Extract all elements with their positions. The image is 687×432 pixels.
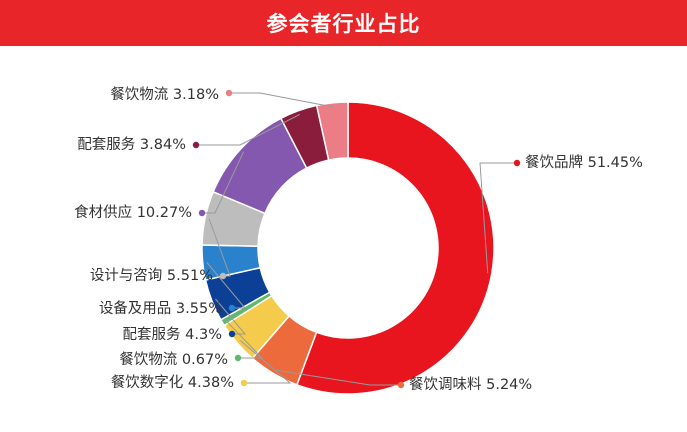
donut-chart <box>192 89 521 395</box>
slice-percent: 3.55% <box>175 301 222 317</box>
leader-line <box>225 320 264 359</box>
leader-line <box>275 369 401 386</box>
slice-name: 餐饮数字化 <box>110 375 184 391</box>
slice-label: 餐饮数字化 4.38% <box>111 374 234 392</box>
leader-line <box>215 298 247 335</box>
slice-name: 食材供应 <box>74 205 133 221</box>
leader-line <box>239 339 292 384</box>
legend-dot <box>240 379 248 387</box>
slice-percent: 3.84% <box>139 137 186 153</box>
legend-dot <box>234 354 242 362</box>
leader-line <box>206 261 247 309</box>
slice-name: 设备及用品 <box>98 301 172 317</box>
donut-slice <box>315 101 349 161</box>
slice-label: 配套服务 4.3% <box>123 326 222 344</box>
chart-header: 参会者行业占比 <box>0 0 687 46</box>
slice-name: 配套服务 <box>122 327 181 343</box>
legend-dot <box>192 141 200 149</box>
slice-name: 餐饮物流 <box>110 87 169 103</box>
legend-dot <box>198 209 206 217</box>
slice-label: 餐饮物流 0.67% <box>119 351 228 369</box>
slice-label: 餐饮物流 3.18% <box>110 86 219 104</box>
slice-name: 餐饮品牌 <box>525 155 583 171</box>
slice-percent: 0.67% <box>181 352 228 368</box>
slice-percent: 10.27% <box>136 205 192 221</box>
chart-area: 餐饮品牌 51.45% 餐饮调味料 5.24% 餐饮数字化 4.38% 餐饮物流 0.… <box>0 46 687 432</box>
slice-label: 配套服务 3.84% <box>77 136 186 154</box>
slice-percent: 4.38% <box>187 375 234 391</box>
leader-line <box>196 114 300 146</box>
leader-line <box>202 151 244 214</box>
legend-dot <box>513 159 521 167</box>
legend-dot <box>397 381 405 389</box>
legend-dot <box>228 330 236 338</box>
slice-percent: 5.51% <box>166 268 213 284</box>
slice-percent: 3.18% <box>172 87 219 103</box>
slice-label: 设计与咨询 5.51% <box>90 267 213 285</box>
leader-line <box>229 92 333 108</box>
slice-name: 配套服务 <box>77 137 136 153</box>
slice-label: 设备及用品 3.55% <box>99 300 222 318</box>
legend-dot <box>228 304 236 312</box>
slice-name: 设计与咨询 <box>89 268 163 284</box>
chart-title: 参会者行业占比 <box>266 12 421 36</box>
slice-percent: 5.24% <box>486 377 533 393</box>
leader-line <box>479 162 517 274</box>
slice-percent: 4.3% <box>185 327 222 343</box>
slice-label: 餐饮品牌 51.45% <box>525 154 643 172</box>
slice-name: 餐饮物流 <box>119 352 178 368</box>
slice-label: 餐饮调味料 5.24% <box>409 376 532 394</box>
slice-name: 餐饮调味料 <box>409 377 482 393</box>
slice-label: 食材供应 10.27% <box>74 204 192 222</box>
legend-dot <box>219 272 227 280</box>
legend-dot <box>225 89 233 97</box>
slice-percent: 51.45% <box>587 155 643 171</box>
donut-slice <box>295 101 495 395</box>
